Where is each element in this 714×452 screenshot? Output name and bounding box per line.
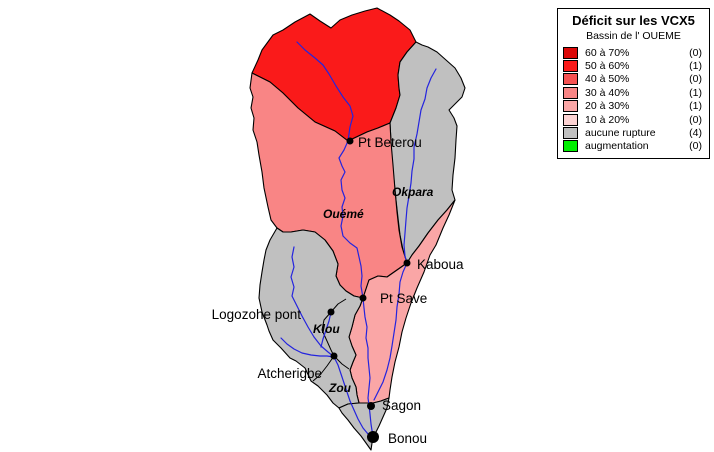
legend-swatch: [563, 140, 578, 153]
station-dot: [367, 402, 375, 410]
legend-item: 10 à 20% (0): [558, 113, 709, 126]
legend-rows: 60 à 70% (0) 50 à 60% (1) 40 à 50% (0) 30 à 40…: [558, 46, 709, 153]
legend-item: 20 à 30% (1): [558, 100, 709, 113]
okpara-river: [373, 68, 437, 401]
legend-item-count: (4): [689, 127, 702, 140]
legend-item-count: (1): [689, 60, 702, 73]
river-label: Klou: [313, 322, 340, 336]
legend-item: 50 à 60% (1): [558, 59, 709, 73]
legend-box: Déficit sur les VCX5 Bassin de l' OUEME …: [557, 8, 710, 159]
legend-item-label: 10 à 20%: [585, 113, 630, 126]
legend-item-label: 50 à 60%: [585, 60, 630, 73]
legend-item-label: augmentation: [585, 140, 649, 153]
legend-swatch: [563, 46, 578, 59]
station-dot: [359, 294, 367, 302]
zou-river: [280, 337, 373, 439]
region-lower-delta-basin: [338, 397, 390, 451]
legend-item: 40 à 50% (0): [558, 73, 709, 86]
legend-item-label: 30 à 40%: [585, 86, 630, 99]
station-label: Pt Beterou: [358, 135, 422, 150]
legend-swatch: [563, 100, 578, 113]
legend-item-count: (1): [689, 86, 702, 99]
station-label: Bonou: [388, 431, 427, 446]
region-okpara-basin: [389, 41, 466, 264]
station-dot: [403, 259, 411, 267]
station-dot: [330, 352, 338, 360]
legend-item-count: (1): [689, 100, 702, 113]
river-label: Ouémé: [323, 207, 364, 221]
river-label: Zou: [328, 381, 352, 395]
station-layer: Pt Beterou Kaboua Pt Save Logozohe pont Atch…: [212, 135, 464, 446]
legend-item: 30 à 40% (1): [558, 86, 709, 99]
legend-swatch: [563, 86, 578, 99]
legend-item-count: (0): [689, 73, 702, 86]
legend-swatch: [563, 113, 578, 126]
legend-item: 60 à 70% (0): [558, 46, 709, 59]
logozohe-branch-river: [320, 311, 332, 348]
legend-swatch: [563, 60, 578, 73]
legend-item-count: (0): [689, 140, 702, 153]
legend-item-label: 60 à 70%: [585, 46, 630, 59]
legend-item-count: (0): [689, 46, 702, 59]
legend-swatch: [563, 127, 578, 140]
station-label: Pt Save: [380, 291, 427, 306]
station-dot: [346, 137, 354, 145]
river-label: Okpara: [392, 185, 434, 199]
river-layer: [280, 41, 437, 439]
legend-item: augmentation (0): [558, 140, 709, 153]
station-label: Logozohe pont: [212, 307, 302, 322]
station-label: Sagon: [382, 398, 421, 413]
river-label-layer: Okpara Ouémé Klou Zou: [313, 185, 434, 395]
legend-subtitle: Bassin de l' OUEME: [586, 30, 681, 42]
legend-item-label: 40 à 50%: [585, 73, 630, 86]
oueme-river: [296, 41, 374, 438]
legend-swatch: [563, 73, 578, 86]
legend-item-count: (0): [689, 113, 702, 126]
station-dot: [367, 431, 379, 443]
legend-item: aucune rupture (4): [558, 126, 709, 140]
legend-title: Déficit sur les VCX5: [572, 13, 695, 28]
legend-item-label: 20 à 30%: [585, 100, 630, 113]
legend-item-label: aucune rupture: [585, 127, 656, 140]
station-label: Kaboua: [417, 257, 464, 272]
station-dot: [327, 308, 335, 316]
station-label: Atcherigbe: [257, 366, 322, 381]
